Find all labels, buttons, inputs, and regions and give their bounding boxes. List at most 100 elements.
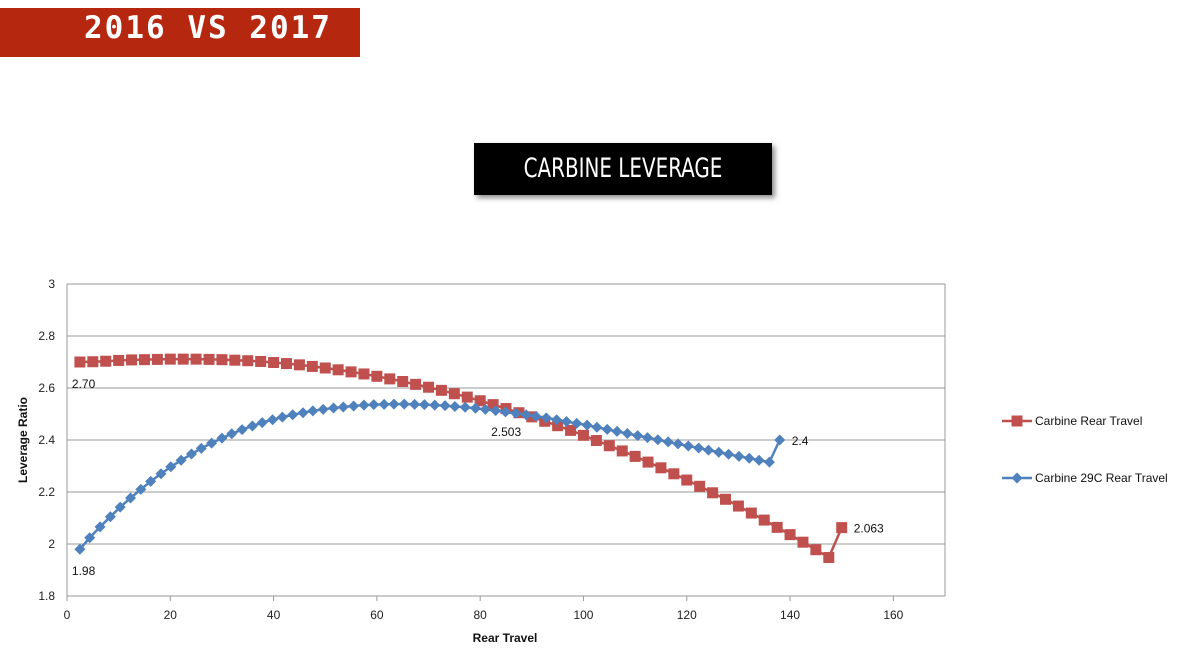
data-point [470, 402, 482, 414]
data-point [603, 440, 615, 452]
data-point [733, 450, 745, 462]
x-tick-label: 160 [883, 608, 903, 622]
legend-marker [1011, 415, 1023, 427]
header-title: 2016 VS 2017 [84, 10, 332, 46]
data-point [327, 402, 339, 414]
data-point [195, 442, 207, 454]
data-point [510, 407, 522, 419]
legend-layer: Carbine Rear Travel Carbine 29C Rear Trav… [1002, 414, 1168, 485]
x-tick-label: 40 [267, 608, 281, 622]
data-label: 2.063 [854, 522, 884, 536]
data-point [797, 536, 809, 548]
data-point [632, 430, 644, 442]
data-label: 2.4 [792, 434, 809, 448]
data-point [707, 487, 719, 499]
data-point [317, 403, 329, 415]
chart-title: Carbine Leverage Curve [523, 153, 723, 236]
data-point [723, 448, 735, 460]
data-label: 2.503 [491, 425, 521, 439]
data-point [720, 493, 731, 505]
data-point [410, 378, 422, 390]
data-point [145, 475, 157, 487]
data-point [763, 456, 775, 468]
data-point [642, 456, 654, 468]
x-tick-label: 100 [573, 608, 593, 622]
data-point [287, 409, 299, 421]
data-point [409, 398, 421, 410]
data-point [306, 360, 318, 372]
data-point [810, 544, 822, 556]
x-tick-label: 20 [164, 608, 178, 622]
data-point [348, 400, 360, 412]
data-point [435, 384, 447, 396]
y-tick-label: 1.8 [38, 589, 55, 603]
data-point [126, 354, 138, 366]
data-point [774, 434, 786, 446]
data-point [319, 362, 331, 374]
data-point [449, 400, 461, 412]
data-point [571, 417, 583, 429]
data-point [226, 428, 238, 440]
data-point [216, 354, 228, 366]
series-2 [74, 398, 786, 555]
y-tick-label: 2.6 [38, 381, 55, 395]
data-label: 2.70 [72, 377, 96, 391]
data-point [642, 432, 654, 444]
data-point [125, 492, 137, 504]
x-tick-label: 60 [370, 608, 384, 622]
data-point [332, 364, 344, 376]
data-point [87, 356, 99, 368]
data-point [74, 356, 86, 368]
y-tick-label: 3 [48, 277, 55, 291]
data-point [423, 381, 435, 393]
data-point [459, 401, 471, 413]
data-point [165, 461, 177, 473]
data-point [621, 428, 633, 439]
data-point [135, 483, 147, 495]
data-point [236, 424, 248, 436]
y-tick-label: 2.4 [38, 433, 55, 447]
data-point [307, 405, 319, 417]
data-point [461, 391, 473, 403]
data-point [590, 435, 602, 447]
data-point [784, 529, 796, 541]
x-tick-label: 120 [677, 608, 697, 622]
data-point [177, 353, 189, 365]
data-point [439, 400, 451, 412]
data-point [577, 429, 589, 441]
x-axis-title: Rear Travel [473, 631, 538, 645]
x-tick-label: 80 [473, 608, 487, 622]
data-point [229, 354, 241, 366]
data-point [74, 543, 86, 555]
data-point [104, 511, 116, 523]
series-1 [74, 353, 848, 564]
data-point [753, 454, 765, 466]
data-point [378, 398, 390, 410]
data-point [246, 420, 258, 432]
data-point [397, 376, 409, 387]
data-point [190, 353, 202, 365]
data-point [629, 450, 641, 462]
y-axis-title: Leverage Ratio [16, 397, 30, 483]
data-point [84, 532, 96, 544]
data-point [448, 388, 460, 400]
data-point [823, 552, 835, 564]
legend-entry-1: Carbine Rear Travel [1002, 414, 1142, 428]
data-point [345, 366, 357, 378]
data-point [358, 368, 370, 380]
y-tick-label: 2 [48, 537, 55, 551]
y-tick-label: 2.8 [38, 329, 55, 343]
data-point [206, 437, 218, 449]
data-point [297, 407, 309, 419]
data-point [164, 353, 176, 365]
data-point [418, 399, 430, 411]
data-point [540, 412, 552, 424]
axis-layer: 1.8 2 2.2 2.4 2.6 2.8 3 0 20 40 60 80 100 120 140 160 [38, 277, 946, 622]
data-point [337, 401, 349, 413]
data-point [682, 440, 694, 452]
data-point [114, 501, 126, 513]
legend-label: Carbine Rear Travel [1035, 414, 1142, 428]
data-point [745, 507, 757, 519]
data-point [743, 452, 755, 464]
